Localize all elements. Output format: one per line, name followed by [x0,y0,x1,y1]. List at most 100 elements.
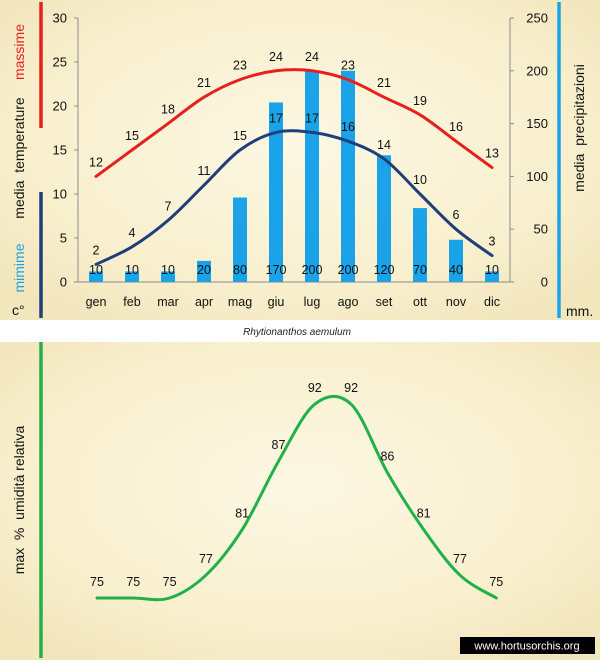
massime-label-lug: 24 [305,50,319,64]
humidity-label-apr: 77 [199,552,213,566]
massime-label: massime [11,24,27,80]
humidity-label-nov: 77 [453,552,467,566]
right-tick-label: 150 [526,116,548,131]
precip-bar-dic [485,271,499,282]
mm-unit: mm. [566,303,593,319]
left-tick-label: 30 [53,11,67,26]
precip-bar-set [377,155,391,282]
minime-label-set: 14 [377,138,391,152]
humidity-label-gen: 75 [90,575,104,589]
minime-label-ott: 10 [413,173,427,187]
minime-label-ago: 16 [341,120,355,134]
massime-label-ago: 23 [341,59,355,73]
precip-bar-apr [197,260,211,282]
precip-axis-label: media precipitazioni [571,64,587,192]
left-tick-label: 10 [53,187,67,202]
precip-label-gen: 10 [89,263,103,277]
humidity-axis-label: max % umidità relativa [11,425,27,574]
precip-label-mar: 10 [161,263,175,277]
minime-label-feb: 4 [129,226,136,240]
right-tick-label: 0 [541,275,548,290]
right-tick-label: 250 [526,11,548,26]
precip-bar-mag [233,197,247,282]
massime-label-mag: 23 [233,59,247,73]
precip-bar-ago [341,70,355,282]
month-label-ott: ott [413,295,427,309]
precip-label-lug: 200 [302,263,323,277]
month-label-set: set [376,295,393,309]
left-tick-label: 0 [60,275,67,290]
minime-label-lug: 17 [305,111,319,125]
precip-bar-giu [269,102,283,282]
humidity-label-lug: 92 [308,381,322,395]
species-title: Rhytionanthos aemulum [243,327,351,338]
month-label-gen: gen [86,295,107,309]
humidity-label-set: 86 [380,450,394,464]
left-tick-label: 5 [60,231,67,246]
temperature-axis-label: media temperature [11,97,27,219]
precip-label-dic: 10 [485,263,499,277]
precip-label-mag: 80 [233,263,247,277]
massime-label-mar: 18 [161,103,175,117]
humidity-label-ago: 92 [344,381,358,395]
minime-label-apr: 11 [198,164,211,178]
minime-temperature-line [94,129,494,266]
precip-label-ott: 70 [413,263,427,277]
precip-bar-nov [449,239,463,282]
minime-label-dic: 3 [489,235,496,249]
massime-label-gen: 12 [89,155,103,169]
month-label-nov: nov [446,295,467,309]
precip-label-set: 120 [374,263,395,277]
watermark-box [460,637,595,654]
precip-bar-mar [161,271,175,282]
massime-label-giu: 24 [269,50,283,64]
right-tick-label: 200 [526,63,548,78]
separator-band [0,320,600,342]
humidity-label-ott: 81 [417,507,431,521]
minime-label-giu: 17 [269,111,283,125]
humidity-label-dic: 75 [489,575,503,589]
precip-bar-gen [89,271,103,282]
watermark-text: www.hortusorchis.org [473,641,579,653]
humidity-label-mag: 81 [235,507,249,521]
month-label-feb: feb [123,295,140,309]
precip-bar-lug [305,70,319,282]
month-label-dic: dic [484,295,500,309]
massime-temperature-line [94,68,494,178]
humidity-label-feb: 75 [126,575,140,589]
precip-label-ago: 200 [338,263,359,277]
celsius-unit: c° [12,302,25,318]
month-label-giu: giu [268,295,285,309]
month-label-ago: ago [338,295,359,309]
massime-label-apr: 21 [197,76,211,90]
left-tick-label: 20 [53,99,67,114]
humidity-chart-background [0,342,600,660]
humidity-label-giu: 87 [272,438,286,452]
massime-label-nov: 16 [449,120,463,134]
minime-label-mar: 7 [165,199,172,213]
minime-label: mimime [11,243,27,292]
precip-bar-feb [125,271,139,282]
minime-label-mag: 15 [233,129,247,143]
minime-label-nov: 6 [453,208,460,222]
left-tick-label: 15 [53,143,67,158]
humidity-line [95,394,498,602]
top-chart-background [0,0,600,320]
precip-label-nov: 40 [449,263,463,277]
left-tick-label: 25 [53,55,67,70]
month-label-apr: apr [195,295,213,309]
month-label-mar: mar [157,295,179,309]
precip-label-apr: 20 [197,263,211,277]
massime-label-feb: 15 [125,129,139,143]
month-label-lug: lug [304,295,321,309]
massime-label-set: 21 [377,76,391,90]
precip-bar-ott [413,208,427,282]
precip-label-giu: 170 [266,263,287,277]
right-tick-label: 100 [526,169,548,184]
right-tick-label: 50 [534,222,548,237]
massime-label-dic: 13 [485,147,499,161]
month-label-mag: mag [228,295,252,309]
precip-label-feb: 10 [125,263,139,277]
humidity-label-mar: 75 [163,575,177,589]
